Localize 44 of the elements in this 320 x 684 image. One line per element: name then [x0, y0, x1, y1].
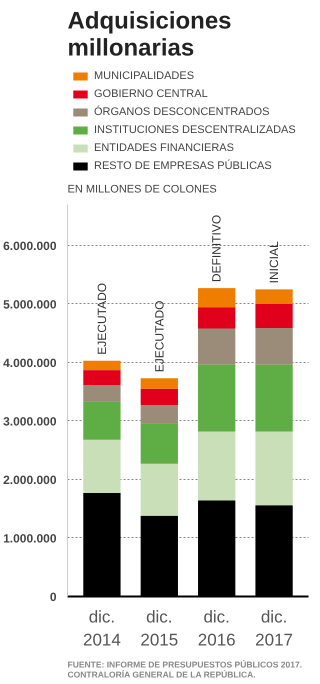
bar	[140, 378, 178, 389]
bar	[83, 370, 121, 386]
bar	[83, 440, 121, 493]
bar	[198, 364, 236, 432]
bar	[255, 289, 293, 304]
bar	[140, 423, 178, 464]
bar	[140, 405, 178, 424]
bar	[255, 432, 293, 506]
legend-label: RESTO DE EMPRESAS PÚBLICAS	[94, 160, 272, 172]
legend-label: GOBIERNO CENTRAL	[94, 88, 208, 100]
annotation: INICIAL	[267, 241, 282, 284]
y-tick-label: 4.000.000	[3, 356, 57, 370]
bar	[198, 288, 236, 308]
x-tick-label: dic. 2015	[140, 608, 178, 650]
bar	[83, 402, 121, 440]
y-tick-label: 3.000.000	[3, 414, 57, 428]
annotation: EJECUTADO	[152, 300, 166, 372]
annotation: DEFINITIVO	[210, 214, 224, 282]
y-tick-label: 6.000.000	[3, 238, 57, 253]
x-tick-label: dic. 2014	[83, 608, 121, 650]
annotation: EJECUTADO	[94, 282, 109, 355]
bar	[83, 385, 121, 402]
bar	[198, 307, 236, 329]
bar	[140, 464, 178, 516]
bar	[140, 388, 178, 406]
y-tick-label: 5.000.000	[3, 297, 57, 312]
legend-label: INSTITUCIONES DESCENTRALIZADAS	[94, 124, 296, 136]
source-note: FUENTE: INFORME DE PRESUPUESTOS PÚBLICOS 2017. CONTRALORÍA GENERAL DE LA REPÚBLICA.	[68, 660, 302, 680]
y-tick-label: 2.000.000	[3, 472, 57, 487]
chart-title: Adquisiciones millonarias	[68, 8, 232, 62]
bar	[198, 328, 236, 365]
legend-label: ENTIDADES FINANCIERAS	[94, 142, 234, 154]
bar	[198, 432, 236, 501]
y-tick-label: 0	[50, 590, 57, 604]
y-tick-label: 1.000.000	[3, 531, 57, 546]
bar	[255, 304, 293, 328]
y-axis-title: EN MILLONES DE COLONES	[68, 184, 217, 196]
x-tick-label: dic. 2016	[198, 608, 236, 650]
bar	[83, 360, 121, 370]
legend-label: ÓRGANOS DESCONCENTRADOS	[94, 106, 270, 118]
bar	[255, 364, 293, 432]
x-tick-label: dic. 2017	[255, 608, 293, 650]
bar	[255, 328, 293, 365]
legend-label: MUNICIPALIDADES	[94, 70, 194, 82]
